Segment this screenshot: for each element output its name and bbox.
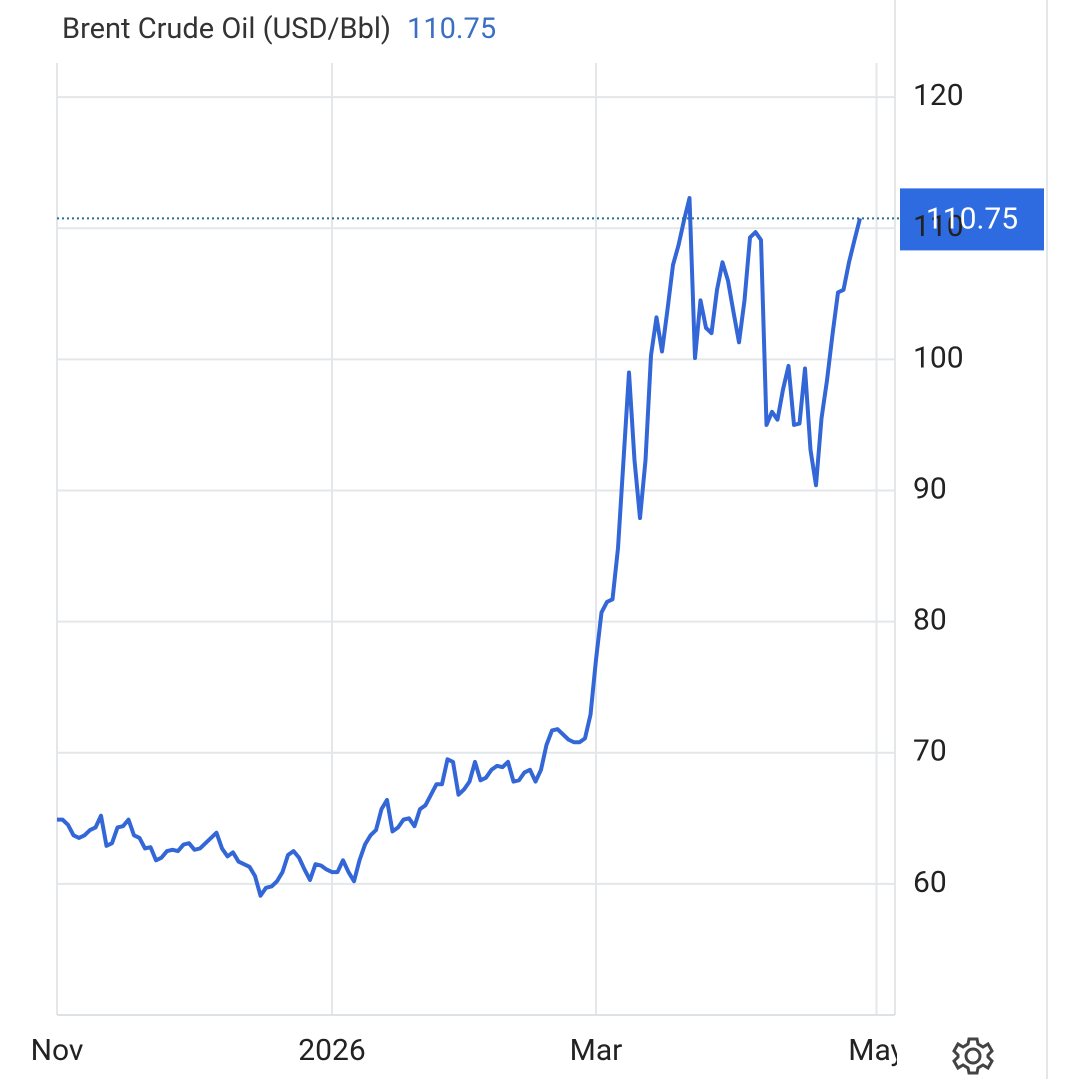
header: Brent Crude Oil (USD/Bbl) 110.75 (62, 12, 496, 46)
x-tick-label: Mar (570, 1033, 623, 1068)
x-tick-label: Nov (31, 1033, 84, 1068)
header-last-value: 110.75 (407, 12, 496, 46)
y-tick-label: 80 (913, 603, 947, 638)
y-tick-label: 70 (913, 734, 947, 769)
x-tick-label: 2026 (298, 1033, 365, 1068)
marks (57, 188, 1044, 898)
chart-title: Brent Crude Oil (USD/Bbl) (62, 12, 391, 46)
grid (56, 63, 895, 1015)
y-tick-label: 100 (913, 340, 964, 375)
y-tick-label: 60 (913, 865, 947, 900)
y-tick-label: 110 (913, 209, 964, 244)
y-tick-label: 90 (913, 471, 947, 506)
price-line (57, 196, 862, 898)
labels: 60 70 80 90 100 110 120 Nov 2026 Mar May 110.75 (31, 78, 1019, 1068)
settings-icon[interactable] (952, 1037, 994, 1075)
y-tick-label: 120 (913, 78, 964, 113)
x-tick-label: May (848, 1033, 904, 1068)
last-value-badge (900, 188, 1044, 251)
last-value-label: 110.75 (926, 201, 1018, 236)
